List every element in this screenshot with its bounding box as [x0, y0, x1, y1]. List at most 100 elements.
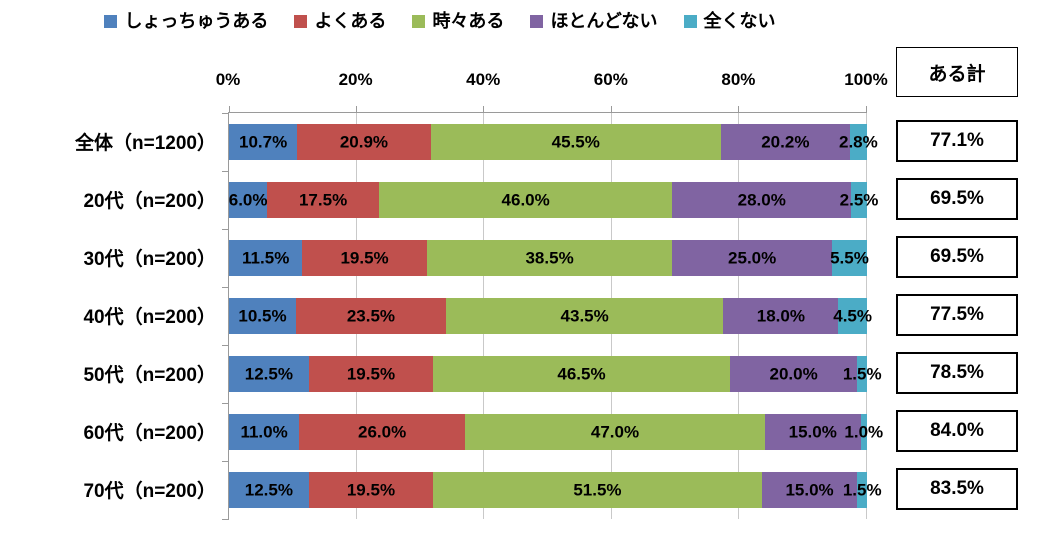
- bar-segment-label: 28.0%: [737, 190, 786, 210]
- bar-segment-label: 5.5%: [830, 248, 869, 268]
- bar-segment-label: 2.5%: [839, 190, 879, 210]
- x-axis-tick: [610, 106, 612, 113]
- row-label: 20代（n=200）: [83, 190, 216, 212]
- stacked-bar-row: 12.5% 19.5% 46.5% 20.0% 1.5%: [229, 356, 882, 392]
- x-axis-tick-label: 100%: [844, 70, 888, 89]
- bar-segment: 23.5%: [295, 298, 446, 334]
- x-axis-tick: [355, 106, 357, 113]
- bar-segment-label: 15.0%: [785, 480, 834, 500]
- stacked-bar-row: 11.0% 26.0% 47.0% 15.0% 1.0%: [229, 414, 883, 450]
- legend-swatch-icon: [104, 14, 118, 28]
- x-axis-tick-label: 40%: [466, 70, 501, 89]
- bar-segment-label: 19.5%: [346, 480, 396, 500]
- bar-segment: 20.2%: [720, 124, 850, 160]
- bar-segment: 25.0%: [672, 240, 832, 276]
- bar-segment: 4.5%: [833, 298, 872, 334]
- bar-segment-label: 45.5%: [551, 132, 600, 152]
- stacked-bar-row: 10.5% 23.5% 43.5% 18.0% 4.5%: [229, 298, 872, 334]
- stacked-bar-row: 6.0% 17.5% 46.0% 28.0% 2.5%: [228, 182, 878, 218]
- bar-segment: 11.0%: [229, 414, 300, 450]
- total-value-box: 69.5%: [896, 236, 1018, 278]
- bar-segment-label: 11.0%: [240, 422, 288, 442]
- stacked-bar-row: 10.7% 20.9% 45.5% 20.2% 2.8%: [229, 124, 878, 160]
- legend-label: しょっちゅうある: [124, 11, 269, 31]
- row-label: 50代（n=200）: [83, 364, 216, 386]
- bar-segment-label: 1.5%: [842, 364, 882, 384]
- bar-segment-label: 12.5%: [244, 480, 293, 500]
- totals-header: ある計: [896, 47, 1018, 97]
- bar-segment: 20.9%: [297, 124, 431, 160]
- bar-segment-label: 20.0%: [769, 364, 818, 384]
- x-axis: 0% 20% 40% 60% 80% 100%: [216, 70, 888, 96]
- row-label: 70代（n=200）: [83, 480, 216, 502]
- bar-segment-label: 23.5%: [346, 306, 396, 326]
- bar-segment: 15.0%: [761, 472, 858, 508]
- bar-segment-label: 38.5%: [525, 248, 574, 268]
- total-value-box: 77.5%: [896, 294, 1018, 336]
- y-axis-tick: [222, 403, 229, 404]
- bar-segment-label: 43.5%: [560, 306, 609, 326]
- stacked-bar-row: 11.5% 19.5% 38.5% 25.0% 5.5%: [229, 240, 869, 276]
- legend-label: よくある: [314, 11, 387, 31]
- x-axis-tick: [229, 106, 230, 113]
- x-axis-tick-label: 80%: [721, 70, 756, 89]
- legend-swatch-icon: [530, 14, 544, 28]
- bar-segment: 17.5%: [267, 182, 379, 218]
- bar-segment: 46.5%: [433, 356, 730, 392]
- bar-segment-label: 19.5%: [346, 364, 396, 384]
- bar-segment: 38.5%: [426, 240, 673, 276]
- bar-segment-label: 15.0%: [788, 422, 837, 442]
- legend-item: 全くない: [683, 11, 776, 31]
- plot-area: 10.7% 20.9% 45.5% 20.2% 2.8% 6.0% 17.5% 46.0% 28…: [222, 106, 883, 520]
- bar-segment: 20.0%: [729, 356, 858, 392]
- bar-segment: 19.5%: [302, 240, 427, 276]
- bar-segment: 19.5%: [308, 356, 434, 392]
- bar-segment: 12.5%: [229, 356, 309, 392]
- y-axis-tick: [222, 229, 229, 230]
- bar-segment-label: 20.2%: [761, 132, 810, 152]
- bar-segment-label: 12.5%: [244, 364, 293, 384]
- legend-swatch-icon: [412, 14, 426, 28]
- bar-segment-label: 17.5%: [298, 190, 348, 210]
- total-value-box: 83.5%: [896, 468, 1018, 510]
- bar-segment: 6.0%: [228, 182, 268, 218]
- legend-label: ほとんどない: [550, 11, 658, 31]
- x-axis-tick: [483, 106, 485, 113]
- x-axis-tick: [866, 106, 867, 113]
- bar-segment-label: 51.5%: [573, 480, 622, 500]
- bar-segment: 5.5%: [830, 240, 869, 276]
- row-label: 30代（n=200）: [83, 248, 216, 270]
- bar-segment: 1.5%: [843, 472, 882, 508]
- bar-segment-label: 20.9%: [339, 132, 389, 152]
- bar-segment: 51.5%: [433, 472, 762, 508]
- bar-segment-label: 25.0%: [728, 248, 777, 268]
- bar-segment-label: 19.5%: [340, 248, 389, 268]
- total-value-box: 77.1%: [896, 120, 1018, 162]
- x-axis-tick-label: 60%: [593, 70, 628, 89]
- row-label: 全体（n=1200）: [75, 132, 216, 154]
- bar-segment-label: 47.0%: [590, 422, 640, 442]
- bar-segment: 10.7%: [229, 124, 298, 160]
- bar-segment: 2.8%: [839, 124, 878, 160]
- legend-item: しょっちゅうある: [104, 12, 268, 30]
- legend-label: 全くない: [703, 11, 776, 31]
- bar-segment-label: 1.5%: [842, 480, 882, 500]
- bar-segment-label: 10.7%: [239, 132, 288, 152]
- total-value-box: 84.0%: [896, 410, 1018, 452]
- bar-segment-label: 6.0%: [228, 190, 268, 210]
- legend-item: ほとんどない: [530, 11, 658, 31]
- bar-segment-label: 4.5%: [833, 306, 872, 326]
- bar-segment: 10.5%: [229, 298, 296, 334]
- bar-segment: 43.5%: [445, 298, 724, 334]
- legend-swatch-icon: [683, 14, 697, 28]
- bar-segment: 18.0%: [723, 298, 839, 334]
- y-axis-tick: [222, 461, 229, 462]
- bar-segment: 26.0%: [299, 414, 466, 450]
- y-axis-tick: [222, 519, 229, 520]
- bar-segment-label: 2.8%: [839, 132, 878, 152]
- legend-item: 時々ある: [412, 12, 504, 30]
- bar-segment-label: 46.0%: [501, 190, 550, 210]
- total-value-box: 69.5%: [896, 178, 1018, 220]
- legend-swatch-icon: [294, 14, 308, 28]
